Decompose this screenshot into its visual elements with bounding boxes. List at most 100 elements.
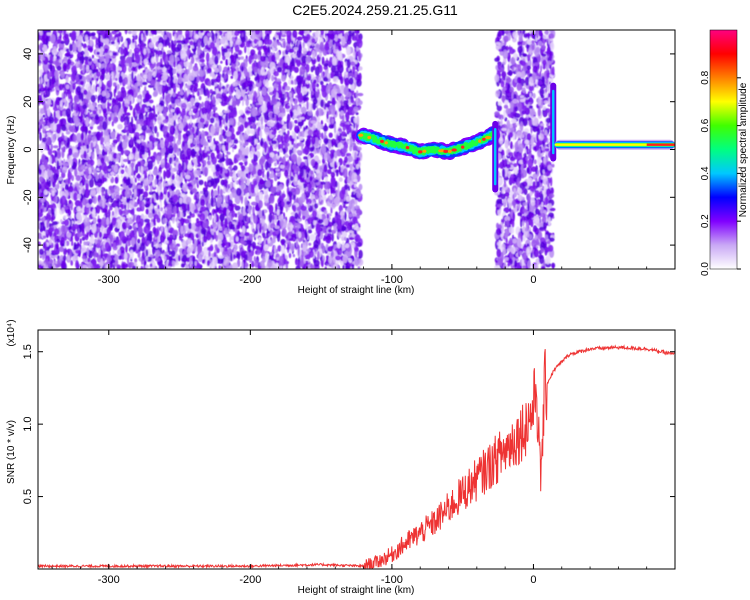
noise-speckle: [286, 178, 289, 188]
noise-speckle: [244, 196, 248, 207]
noise-speckle: [293, 142, 299, 149]
noise-speckle: [321, 259, 324, 268]
noise-speckle: [152, 209, 156, 214]
noise-speckle: [65, 131, 71, 135]
noise-speckle: [253, 164, 256, 175]
noise-speckle: [101, 130, 104, 137]
noise-speckle: [76, 57, 79, 62]
noise-speckle: [130, 162, 135, 169]
noise-speckle: [42, 235, 47, 239]
noise-speckle: [277, 41, 282, 46]
noise-speckle: [124, 120, 128, 127]
noise-speckle: [123, 209, 129, 216]
noise-speckle: [100, 144, 103, 149]
noise-speckle: [154, 114, 158, 118]
noise-speckle: [194, 238, 198, 248]
noise-speckle: [95, 85, 98, 92]
noise-speckle: [136, 207, 142, 212]
noise-speckle: [345, 111, 350, 122]
noise-speckle: [349, 163, 353, 170]
noise-speckle: [155, 106, 159, 113]
noise-speckle: [272, 237, 276, 244]
noise-speckle: [145, 264, 150, 269]
noise-speckle: [133, 170, 136, 176]
noise-speckle: [260, 125, 264, 130]
noise-speckle: [311, 189, 315, 193]
noise-speckle: [337, 142, 343, 149]
noise-speckle: [352, 66, 356, 75]
noise-speckle: [145, 203, 150, 208]
noise-speckle: [211, 64, 218, 68]
noise-speckle: [83, 150, 87, 159]
noise-speckle: [75, 104, 79, 114]
noise-speckle: [336, 241, 342, 249]
noise-speckle: [120, 169, 125, 175]
noise-speckle: [167, 243, 170, 253]
noise-speckle: [301, 77, 304, 81]
noise-speckle: [129, 105, 133, 111]
noise-speckle: [318, 219, 324, 224]
noise-speckle: [219, 81, 222, 88]
noise-speckle: [109, 205, 113, 211]
noise-speckle: [111, 121, 114, 127]
noise-speckle: [250, 213, 254, 222]
noise-speckle: [50, 178, 54, 183]
noise-speckle: [290, 243, 295, 252]
noise-speckle: [95, 242, 102, 249]
noise-speckle: [253, 153, 256, 158]
noise-speckle: [160, 199, 162, 208]
noise-speckle: [284, 169, 289, 177]
noise-speckle: [229, 223, 235, 230]
noise-speckle: [151, 35, 155, 45]
noise-speckle: [211, 234, 215, 240]
noise-speckle: [113, 165, 119, 173]
page-title: C2E5.2024.259.21.25.G11: [292, 2, 458, 18]
noise-speckle: [45, 191, 48, 195]
noise-speckle: [300, 106, 307, 114]
noise-speckle: [354, 71, 359, 76]
noise-speckle: [211, 156, 217, 165]
noise-speckle: [207, 80, 212, 87]
noise-speckle: [201, 241, 204, 247]
noise-speckle: [38, 176, 44, 183]
noise-speckle: [202, 50, 205, 58]
noise-speckle: [87, 47, 94, 52]
noise-speckle: [120, 203, 124, 209]
noise-speckle: [207, 247, 211, 251]
noise-speckle: [244, 45, 247, 54]
noise-speckle: [288, 252, 292, 259]
noise-speckle: [328, 132, 333, 138]
noise-speckle: [60, 71, 65, 79]
noise-speckle: [157, 204, 160, 210]
noise-speckle: [327, 100, 332, 104]
noise-speckle: [274, 214, 278, 224]
noise-speckle: [289, 97, 294, 105]
noise-speckle: [88, 178, 94, 188]
noise-speckle: [138, 94, 141, 100]
noise-speckle: [245, 173, 248, 178]
noise-speckle: [344, 211, 347, 222]
noise-speckle: [268, 167, 275, 172]
noise-speckle: [318, 52, 323, 58]
noise-speckle: [88, 130, 92, 135]
noise-speckle: [123, 89, 127, 100]
noise-speckle: [263, 174, 267, 181]
noise-speckle: [257, 120, 261, 129]
noise-speckle: [114, 206, 118, 214]
noise-speckle: [302, 215, 306, 220]
noise-speckle: [358, 249, 363, 259]
noise-speckle: [323, 210, 328, 215]
noise-speckle: [61, 141, 64, 146]
noise-speckle: [166, 50, 172, 54]
noise-speckle: [225, 125, 228, 131]
noise-speckle: [252, 228, 256, 233]
noise-speckle: [53, 145, 59, 149]
noise-speckle: [69, 135, 73, 142]
noise-speckle: [219, 112, 224, 116]
noise-speckle: [143, 191, 149, 198]
noise-speckle: [259, 215, 264, 219]
noise-speckle: [342, 114, 345, 122]
noise-speckle: [336, 169, 339, 177]
noise-speckle: [208, 250, 211, 257]
noise-speckle: [140, 174, 144, 182]
